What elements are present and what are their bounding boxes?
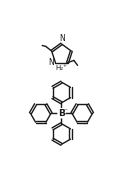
Text: N: N <box>49 58 54 67</box>
Text: N: N <box>59 34 65 43</box>
Text: ⁻: ⁻ <box>63 106 67 115</box>
Text: B: B <box>58 109 65 118</box>
Text: H₂⁺: H₂⁺ <box>56 65 68 71</box>
